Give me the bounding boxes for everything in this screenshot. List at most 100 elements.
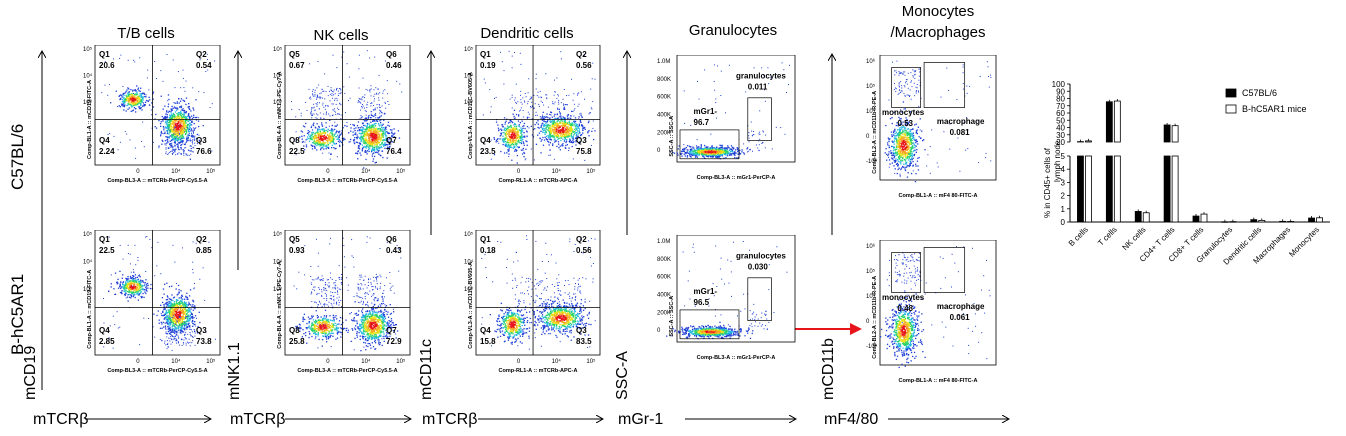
quad-name-Q2: Q2 [196,235,207,244]
quad-value-Q5: 0.67 [289,61,305,70]
quad-name-Q2: Q2 [576,235,587,244]
y-param-label: Comp-BL2-A :: mCD11b-R-PE-A [872,91,878,174]
events [101,53,216,160]
gate-granulocytes [747,97,772,141]
quad-name-Q3: Q3 [196,136,207,145]
y-axis-label-line2: lymph node [1053,140,1062,182]
y-tick: -10³ [866,159,877,165]
legend-swatch [1225,104,1237,114]
y-tick: 400K [657,113,671,119]
events [291,50,403,169]
y-tick: 0 [866,319,870,325]
y-tick-label: 5 [1061,152,1066,161]
x-param-label: Comp-BL3-A :: mTCRb-PerCP-Cy5.5-A [107,368,207,374]
x-tick: 10⁴ [361,358,371,365]
y-param-label: Comp-BL1-A :: mCD19-FITC-A [87,270,93,349]
xlabel-col3: mTCRβ [422,411,478,428]
gate-monocytes [891,252,921,293]
x-tick-label: B cells [1067,225,1090,248]
quad-value-Q7: 76.4 [386,147,402,156]
events [880,246,991,369]
quad-name-Q5: Q5 [289,50,300,59]
y-tick: 10⁴ [866,293,876,300]
quad-value-Q3: 76.6 [196,147,212,156]
x-tick: 0 [517,169,521,175]
gate-name-macrophage: macrophage [937,117,985,126]
quad-name-Q5: Q5 [289,235,300,244]
y-tick-label: 1 [1061,205,1066,214]
x-tick: 0 [136,169,140,175]
title-mono-line1: Monocytes [901,3,975,20]
y-tick-label: 30 [1056,131,1065,140]
y-param-label: SSC-A :: SSC-A [669,116,675,157]
quad-name-Q4: Q4 [480,326,491,335]
flow-plot-tb-bot: Q1 22.5 Q2 0.85 Q3 73.8 Q4 2.85 10⁵ 10⁴ 10³ 0 10⁴ 10⁵… [83,230,221,374]
y-tick: 10⁴ [83,259,93,266]
y-tick: 10⁵ [464,231,474,238]
y-param-label: Comp-BL4-A :: mNK1.1-PE-Cy7-A [277,261,283,349]
bar-lower [1085,155,1092,223]
quad-value-Q4: 2.24 [99,147,115,156]
xlabel-col4: mGr-1 [618,411,664,428]
flow-plot-nk-top: Q5 0.67 Q6 0.46 Q7 76.4 Q8 22.5 10⁵ 10⁴ 10³ 0 10⁴ 10⁵… [273,45,411,184]
quad-name-Q2: Q2 [576,50,587,59]
quad-value-Q3: 75.8 [576,147,592,156]
y-tick-label: 20 [1056,138,1065,147]
y-tick: 10³ [83,100,92,106]
x-tick: 10⁵ [396,168,406,175]
gate-value-macrophage: 0.061 [950,313,971,322]
plot-frame [94,230,221,356]
y-tick-label: 2 [1061,192,1066,201]
y-tick: 10³ [83,287,92,293]
quad-value-Q4: 15.8 [480,337,496,346]
x-tick-label: T cells [1096,225,1119,248]
y-tick: 10⁴ [464,259,474,266]
y-tick: 10⁴ [273,259,283,266]
quad-name-Q1: Q1 [99,235,110,244]
gate-name-mgr1: mGr1- [694,287,718,296]
gate-macrophage [923,62,966,108]
x-tick: 10⁴ [552,168,562,175]
x-param-label: Comp-BL1-A :: mF4 80-FITC-A [899,378,978,384]
y-tick: 10⁴ [273,72,283,79]
y-tick: 10⁵ [866,268,876,275]
y-tick-label: 4 [1061,165,1066,174]
gate-mgr1 [679,309,740,340]
quad-name-Q7: Q7 [386,136,397,145]
quad-value-Q4: 23.5 [480,147,496,156]
title-nk: NK cells [313,27,369,44]
plot-frame [676,55,796,163]
x-tick: 10⁴ [171,168,181,175]
quad-name-Q3: Q3 [576,136,587,145]
bar [1250,219,1258,223]
y-tick: 10⁵ [464,46,474,53]
gate-value-macrophage: 0.081 [950,128,971,137]
quad-value-Q7: 72.9 [386,337,402,346]
events [293,236,402,352]
quad-value-Q2: 0.56 [576,246,592,255]
quad-name-Q3: Q3 [576,326,587,335]
y-tick: 200K [657,310,671,316]
events [884,60,992,183]
y-param-label: Comp-BL1-A :: mCD19-FITC-A [87,80,93,159]
bar [1308,217,1315,223]
bar [1221,221,1229,223]
quad-value-Q1: 0.18 [480,246,496,255]
quad-value-Q4: 2.85 [99,337,115,346]
quad-name-Q8: Q8 [289,136,300,145]
y-tick: 10⁶ [866,58,876,65]
y-tick: 10³ [464,287,473,293]
gate-granulocytes [747,277,772,321]
y-tick: 10⁶ [866,243,876,250]
x-param-label: Comp-BL3-A :: mGr1-PerCP-A [697,175,776,181]
y-tick-label: 60 [1056,109,1065,118]
quad-value-Q1: 0.19 [480,61,496,70]
y-tick: 10⁴ [83,72,93,79]
bar [1279,220,1287,223]
y-tick: 10⁴ [464,72,474,79]
quad-name-Q2: Q2 [196,50,207,59]
y-tick: 10⁵ [866,83,876,90]
x-tick: 10⁴ [361,168,371,175]
y-param-label: Comp-VL3-A :: mCD11C-BV605-A [468,262,474,349]
